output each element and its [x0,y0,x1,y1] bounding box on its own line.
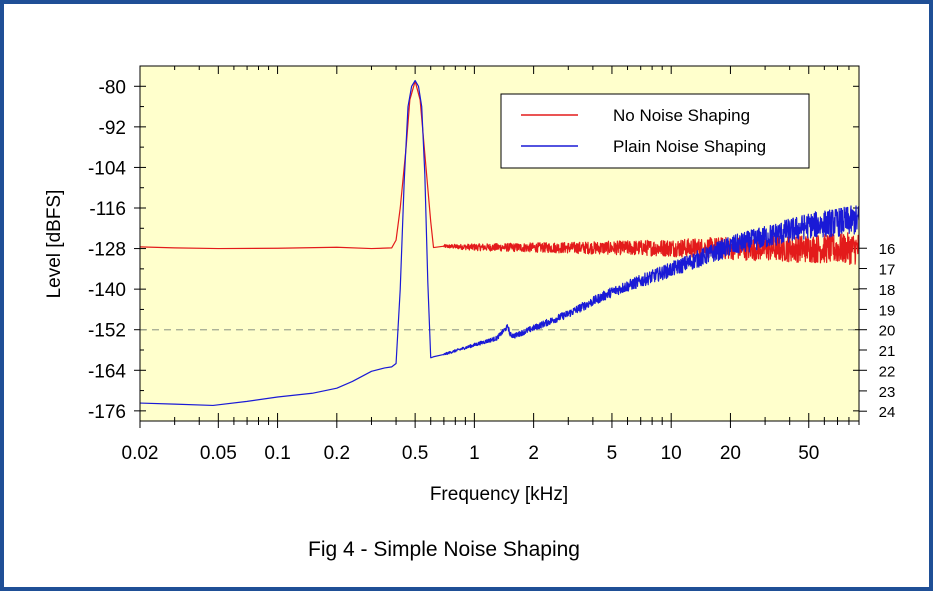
x-tick-label: 0.02 [122,443,159,464]
right-tick-label: 18 [879,282,896,299]
legend-label-plain-noise-shaping: Plain Noise Shaping [613,137,766,156]
right-tick-label: 23 [879,384,896,401]
legend-box [500,93,810,169]
y-tick-label: -164 [88,361,126,382]
y-tick-label: -80 [99,77,126,98]
x-tick-label: 10 [661,443,682,464]
y-tick-label: -128 [88,240,126,261]
x-tick-label: 0.5 [402,443,428,464]
right-tick-label: 16 [879,241,896,258]
x-tick-label: 5 [607,443,618,464]
right-tick-label: 24 [879,404,896,421]
x-tick-label: 0.2 [324,443,350,464]
right-tick-label: 20 [879,323,896,340]
y-tick-label: -104 [88,158,126,179]
x-tick-label: 50 [798,443,819,464]
x-tick-label: 1 [469,443,480,464]
y-tick-label: -116 [89,199,126,220]
x-axis-label: Frequency [kHz] [430,484,568,505]
right-tick-label: 21 [879,343,896,360]
tick-labels: -80 -92 -104 -116 -128 -140 -152 -164 -176 16 17 18… [88,77,895,464]
right-tick-label: 19 [879,302,896,319]
y-tick-label: -152 [88,321,126,342]
x-tick-label: 0.05 [200,443,237,464]
figure-caption: Fig 4 - Simple Noise Shaping [308,538,580,561]
legend: No Noise Shaping Plain Noise Shaping [500,93,810,169]
x-tick-label: 20 [720,443,741,464]
right-tick-label: 17 [879,262,896,279]
y-tick-label: -92 [99,118,126,139]
y-tick-label: -176 [88,402,126,423]
x-tick-label: 2 [528,443,539,464]
y-axis-label: Level [dBFS] [44,190,65,299]
series-line-no-noise-shaping [139,80,860,265]
right-tick-label: 22 [879,363,896,380]
plot-border [139,65,860,422]
legend-label-no-noise-shaping: No Noise Shaping [613,106,750,125]
chart: -80 -92 -104 -116 -128 -140 -152 -164 -176 16 17 18… [44,65,895,561]
series-line-plain-noise-shaping [139,79,860,407]
series-layer [139,79,860,407]
y-tick-label: -140 [88,280,126,301]
x-tick-label: 0.1 [264,443,290,464]
